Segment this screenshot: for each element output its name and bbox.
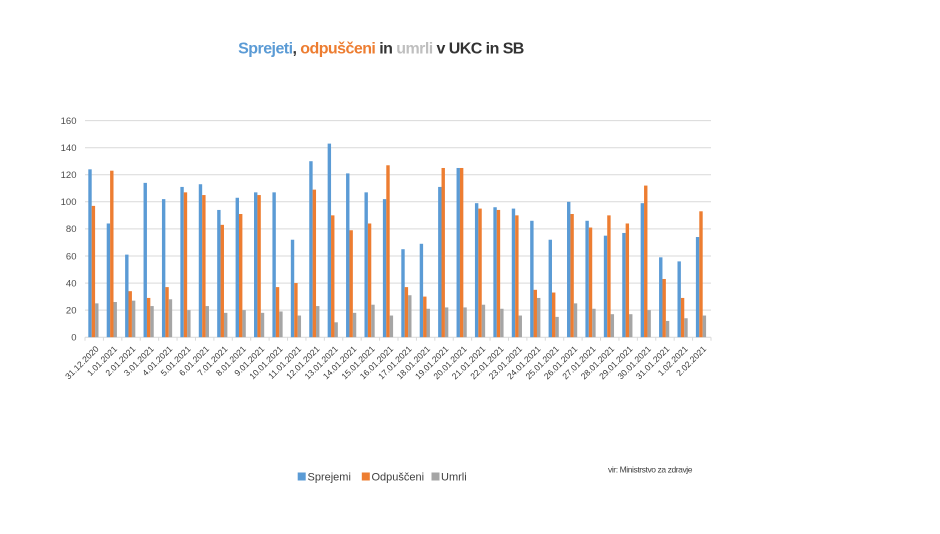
svg-text:Sprejeti, odpuščeni in umrli v: Sprejeti, odpuščeni in umrli v UKC in SB: [238, 41, 524, 58]
svg-text:Odpuščeni: Odpuščeni: [372, 472, 425, 484]
svg-text:120: 120: [61, 170, 77, 181]
svg-text:20: 20: [66, 305, 77, 316]
svg-text:140: 140: [61, 143, 77, 154]
svg-text:80: 80: [66, 224, 77, 235]
svg-text:60: 60: [66, 251, 77, 262]
svg-text:Umrli: Umrli: [441, 472, 467, 484]
svg-text:vir: Ministrstvo za zdravje: vir: Ministrstvo za zdravje: [608, 465, 693, 475]
svg-text:Sprejemi: Sprejemi: [308, 472, 351, 484]
svg-text:100: 100: [61, 197, 77, 208]
svg-text:0: 0: [71, 333, 76, 344]
svg-text:40: 40: [66, 278, 77, 289]
svg-text:160: 160: [61, 116, 77, 127]
